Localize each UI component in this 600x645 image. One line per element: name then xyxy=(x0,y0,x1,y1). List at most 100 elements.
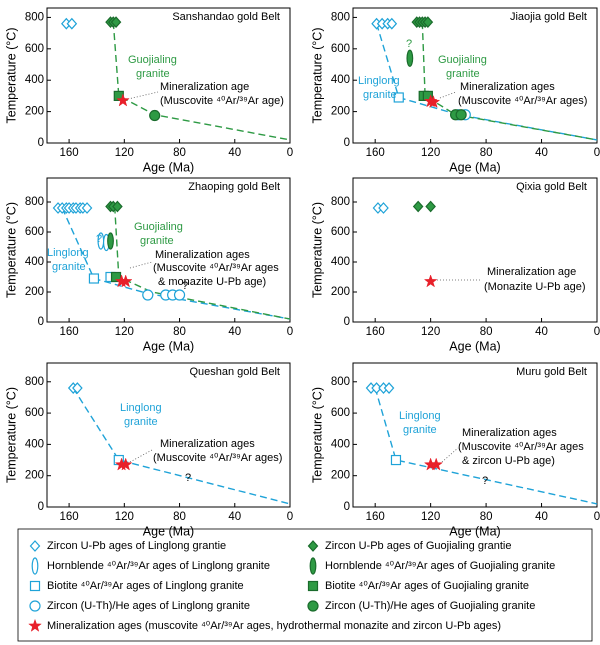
cooling-path xyxy=(374,387,598,505)
legend-label: Zircon U-Pb ages of Guojialing grantie xyxy=(325,540,511,552)
y-tick-label: 600 xyxy=(331,43,350,55)
star-marker xyxy=(426,94,441,109)
x-tick-label: 80 xyxy=(480,326,493,338)
y-tick-label: 200 xyxy=(331,106,350,118)
diamond-marker xyxy=(383,382,395,394)
y-axis-label: Temperature (°C) xyxy=(4,387,18,483)
plot-frame xyxy=(46,362,291,508)
diamond-marker xyxy=(110,16,122,29)
y-tick-label: 400 xyxy=(331,438,350,450)
y-tick-label: 0 xyxy=(38,137,44,149)
x-tick-label: 160 xyxy=(59,147,78,159)
leader-line xyxy=(129,449,153,463)
star-marker xyxy=(118,457,133,471)
leader-line xyxy=(439,91,457,99)
x-tick-label: 40 xyxy=(535,326,548,338)
annotation: Guojialing xyxy=(438,54,487,66)
y-tick-label: 400 xyxy=(25,256,44,268)
plot-frame xyxy=(352,177,598,323)
legend-label: Biotite ⁴⁰Ar/³⁹Ar ages of Linglong grani… xyxy=(47,580,244,592)
plot-frame xyxy=(352,7,598,144)
x-axis-label: Age (Ma) xyxy=(143,339,194,353)
y-tick-label: 0 xyxy=(38,501,44,513)
y-axis-label: Temperature (°C) xyxy=(4,28,18,124)
y-tick-label: 200 xyxy=(331,286,350,298)
legend-label: Zircon (U-Th)/He ages of Linglong granit… xyxy=(47,600,250,612)
diamond-marker xyxy=(29,540,41,552)
chart-title: Zhaoping gold Belt xyxy=(188,181,280,193)
y-tick-label: 800 xyxy=(25,11,44,23)
x-axis-label: Age (Ma) xyxy=(143,160,194,174)
legend-label: Mineralization ages (muscovite ⁴⁰Ar/³⁹Ar… xyxy=(47,620,501,632)
annotation: Mineralization ages xyxy=(462,427,557,439)
x-tick-label: 120 xyxy=(421,147,440,159)
x-tick-label: 120 xyxy=(115,511,134,523)
square-marker xyxy=(110,271,122,283)
x-tick-label: 0 xyxy=(287,326,293,338)
x-tick-label: 0 xyxy=(287,147,293,159)
diamond-marker xyxy=(371,382,382,394)
annotation: ? xyxy=(96,233,102,245)
diamond-marker xyxy=(386,17,398,30)
y-tick-label: 200 xyxy=(25,470,44,482)
star-marker xyxy=(118,274,133,288)
circle-marker xyxy=(455,109,467,121)
annotation: (Muscovite ⁴⁰Ar/³⁹Ar ages xyxy=(458,441,584,453)
cooling-path xyxy=(421,22,598,141)
x-tick-label: 0 xyxy=(594,147,600,159)
chart-title: Jiaojia gold Belt xyxy=(510,11,587,23)
annotation: (Muscovite ⁴⁰Ar/³⁹Ar ages) xyxy=(153,452,282,464)
square-marker xyxy=(29,580,41,592)
diamond-marker xyxy=(307,540,319,552)
leader-line xyxy=(129,261,153,269)
chart-title: Queshan gold Belt xyxy=(189,366,280,378)
annotation: granite xyxy=(52,261,86,273)
square-marker xyxy=(393,92,404,103)
y-tick-label: 600 xyxy=(25,407,44,419)
annotation: granite xyxy=(363,89,397,101)
x-tick-label: 80 xyxy=(173,147,186,159)
y-axis-label: Temperature (°C) xyxy=(310,202,324,298)
plot-frame xyxy=(46,177,291,323)
annotation: (Monazite U-Pb age) xyxy=(484,281,586,293)
x-tick-label: 40 xyxy=(535,147,548,159)
annotation: Mineralization age xyxy=(487,266,576,278)
diamond-marker xyxy=(72,382,83,394)
y-tick-label: 200 xyxy=(331,470,350,482)
diamond-marker xyxy=(66,17,78,30)
cooling-path xyxy=(114,206,291,320)
y-tick-label: 200 xyxy=(25,106,44,118)
annotation: & monazite U-Pb age) xyxy=(158,276,266,288)
annotation: Linglong xyxy=(358,75,400,87)
plot-frame xyxy=(352,362,598,508)
y-tick-label: 0 xyxy=(344,316,350,328)
annotation: granite xyxy=(140,235,174,247)
annotation: granite xyxy=(136,68,170,80)
x-tick-label: 160 xyxy=(59,326,78,338)
annotation: ? xyxy=(406,38,412,50)
legend-label: Hornblende ⁴⁰Ar/³⁹Ar ages of Guojialing … xyxy=(325,560,555,572)
circle-marker xyxy=(142,289,154,301)
x-tick-label: 80 xyxy=(173,511,186,523)
ellipse-marker xyxy=(406,49,414,67)
square-marker xyxy=(88,273,100,284)
annotation: (Muscovite ⁴⁰Ar/³⁹Ar age) xyxy=(160,95,284,107)
annotation: Mineralization ages xyxy=(160,438,255,450)
y-tick-label: 600 xyxy=(331,226,350,238)
y-tick-label: 200 xyxy=(25,286,44,298)
legend-label: Zircon U-Pb ages of Linglong grantie xyxy=(47,540,226,552)
leader-line xyxy=(441,447,459,463)
annotation: Linglong xyxy=(47,247,89,259)
y-tick-label: 400 xyxy=(25,74,44,86)
y-tick-label: 400 xyxy=(331,74,350,86)
leader-line xyxy=(127,91,159,100)
annotation: granite xyxy=(446,68,480,80)
x-tick-label: 160 xyxy=(366,147,385,159)
y-axis-label: Temperature (°C) xyxy=(310,28,324,124)
y-tick-label: 800 xyxy=(25,376,44,388)
y-tick-label: 600 xyxy=(331,407,350,419)
annotation: Guojialing xyxy=(134,221,183,233)
x-tick-label: 120 xyxy=(115,326,134,338)
x-axis-label: Age (Ma) xyxy=(143,524,194,538)
ellipse-marker xyxy=(31,557,39,575)
